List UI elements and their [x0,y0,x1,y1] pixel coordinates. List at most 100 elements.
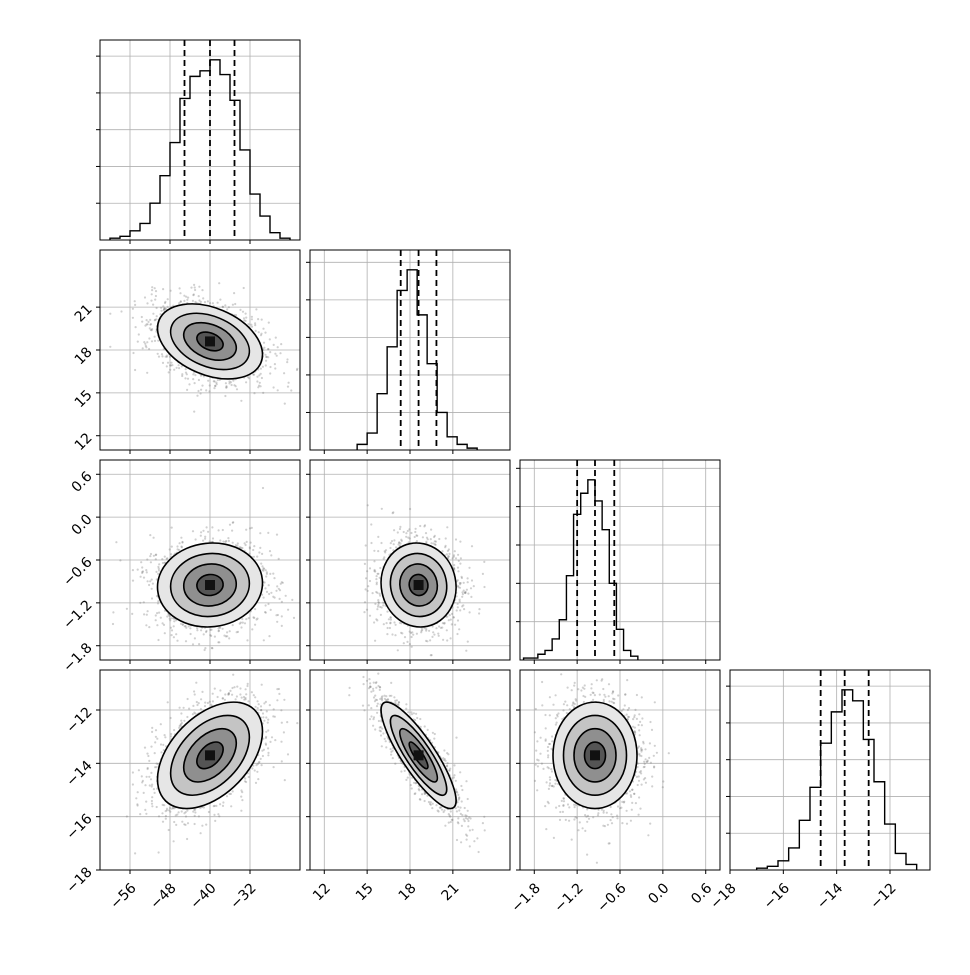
scatter-point [149,324,151,326]
scatter-point [134,369,136,371]
scatter-point [364,601,366,603]
scatter-point [379,595,381,597]
scatter-point [269,338,271,340]
scatter-point [147,580,149,582]
scatter-point [214,385,216,387]
scatter-point [225,540,227,542]
scatter-point [244,622,246,624]
scatter-point [140,576,142,578]
scatter-point [463,608,465,610]
scatter-point [148,584,150,586]
scatter-point [222,628,224,630]
scatter-point [141,572,143,574]
scatter-point [149,580,151,582]
scatter-point [254,324,256,326]
scatter-point [154,299,156,301]
scatter-point [187,297,189,299]
scatter-point [268,322,270,324]
scatter-point [138,333,140,335]
scatter-point [392,511,394,513]
scatter-point [212,537,214,539]
scatter-point [219,539,221,541]
scatter-point [425,532,427,534]
scatter-point [237,542,239,544]
scatter-point [115,541,117,543]
scatter-point [386,611,388,613]
scatter-point [156,307,158,309]
scatter-point [286,358,288,360]
scatter-point [178,367,180,369]
scatter-point [379,567,381,569]
scatter-point [256,556,258,558]
scatter-point [146,302,148,304]
scatter-point [370,542,372,544]
scatter-point [229,630,231,632]
scatter-point [448,555,450,557]
scatter-point [275,337,277,339]
scatter-point [365,577,367,579]
scatter-point [168,371,170,373]
scatter-point [451,613,453,615]
scatter-point [196,395,198,397]
scatter-point [160,307,162,309]
scatter-point [197,390,199,392]
scatter-point [226,635,228,637]
scatter-point [153,537,155,539]
scatter-point [264,581,266,583]
scatter-point [144,325,146,327]
scatter-point [228,380,230,382]
scatter-point [393,621,395,623]
scatter-point [151,286,153,288]
scatter-point [282,582,284,584]
scatter-point [192,373,194,375]
scatter-point [164,556,166,558]
scatter-point [158,356,160,358]
scatter-point [448,553,450,555]
scatter-point [293,617,295,619]
scatter-point [272,573,274,575]
scatter-point [281,615,283,617]
scatter-point [365,588,367,590]
scatter-point [158,563,160,565]
scatter-point [189,627,191,629]
scatter-point [449,614,451,616]
scatter-point [251,527,253,529]
scatter-point [171,546,173,548]
scatter-point [157,639,159,641]
scatter-point [450,619,452,621]
scatter-point [170,290,172,292]
scatter-point [365,544,367,546]
scatter-point [157,602,159,604]
scatter-point [212,302,214,304]
scatter-point [171,634,173,636]
scatter-point [483,561,485,563]
scatter-point [245,320,247,322]
scatter-point [263,597,265,599]
scatter-point [193,284,195,286]
scatter-point [145,346,147,348]
scatter-point [414,531,416,533]
scatter-point [256,376,258,378]
scatter-point [260,368,262,370]
scatter-point [234,303,236,305]
scatter-point [179,287,181,289]
scatter-point [226,631,228,633]
scatter-point [214,380,216,382]
scatter-point [389,547,391,549]
scatter-point [176,545,178,547]
scatter-point [225,387,227,389]
scatter-point [218,282,220,284]
scatter-point [186,299,188,301]
scatter-point [154,319,156,321]
pair-panel-p2-p3 [310,460,510,671]
scatter-point [132,317,134,319]
scatter-point [227,537,229,539]
scatter-point [109,313,111,315]
scatter-point [232,380,234,382]
scatter-point [228,637,230,639]
scatter-point [424,524,426,526]
scatter-point [276,355,278,357]
scatter-point [288,382,290,384]
scatter-point [461,596,463,598]
scatter-point [457,606,459,608]
